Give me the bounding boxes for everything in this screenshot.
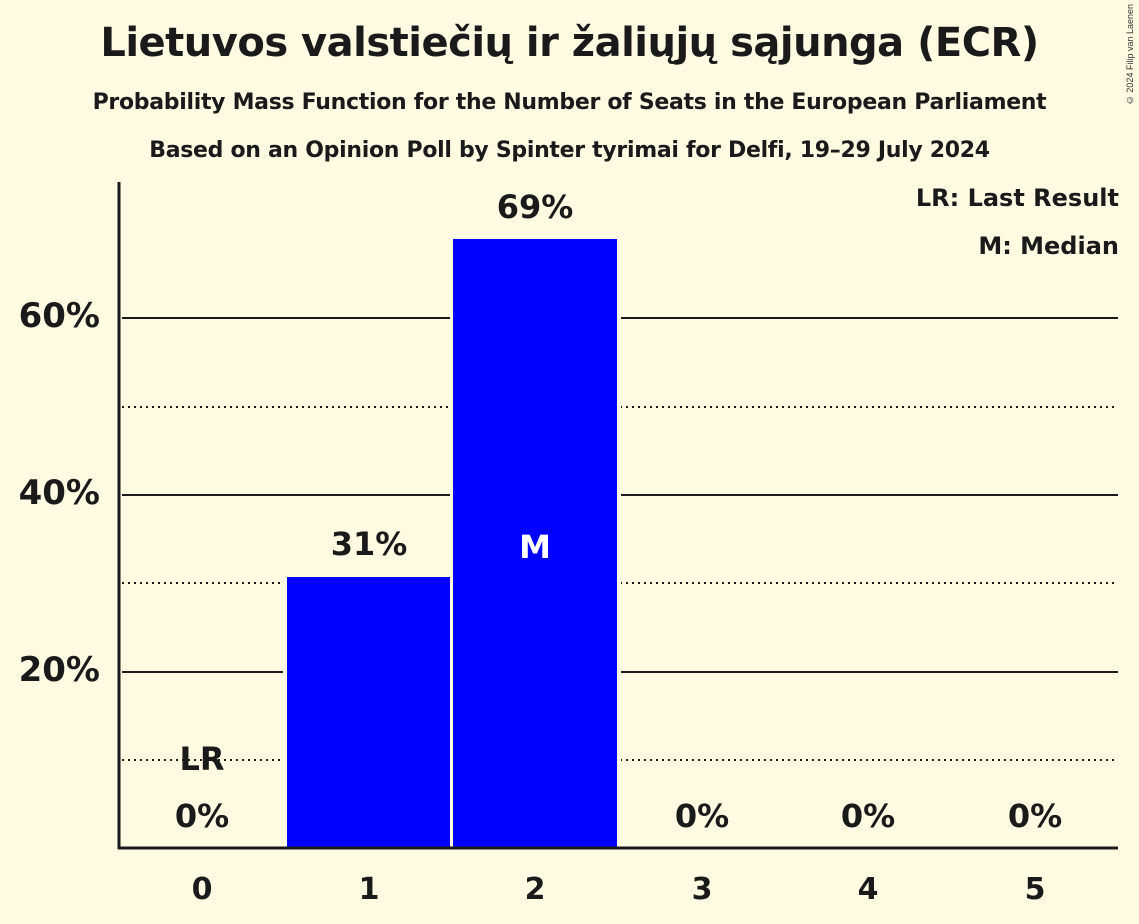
x-tick-label: 4	[857, 872, 879, 907]
bar-value-label: 69%	[496, 188, 574, 226]
y-tick-label: 20%	[18, 650, 100, 690]
bar-value-label: 31%	[330, 525, 408, 563]
chart-title: Lietuvos valstiečių ir žaliųjų sąjunga (…	[100, 20, 1039, 66]
legend-last-result: LR: Last Result	[915, 184, 1119, 212]
chart-subtitle: Probability Mass Function for the Number…	[92, 90, 1047, 115]
bar-2-seats	[453, 239, 617, 848]
bar-value-label: 0%	[840, 797, 896, 835]
y-tick-label: 60%	[18, 296, 100, 336]
y-tick-label: 40%	[18, 473, 100, 513]
bar-1-seat	[287, 577, 450, 848]
bar-value-label: 0%	[674, 797, 730, 835]
legend-median: M: Median	[978, 232, 1119, 260]
x-tick-label: 0	[191, 872, 213, 907]
last-result-marker: LR	[179, 740, 225, 778]
chart-source: Based on an Opinion Poll by Spinter tyri…	[149, 138, 990, 163]
x-tick-label: 3	[691, 872, 713, 907]
x-tick-label: 1	[358, 872, 380, 907]
x-tick-label: 2	[524, 872, 546, 907]
x-tick-label: 5	[1024, 872, 1046, 907]
bar-value-label: 0%	[174, 797, 230, 835]
bar-value-label: 0%	[1007, 797, 1063, 835]
median-marker: M	[519, 528, 551, 566]
